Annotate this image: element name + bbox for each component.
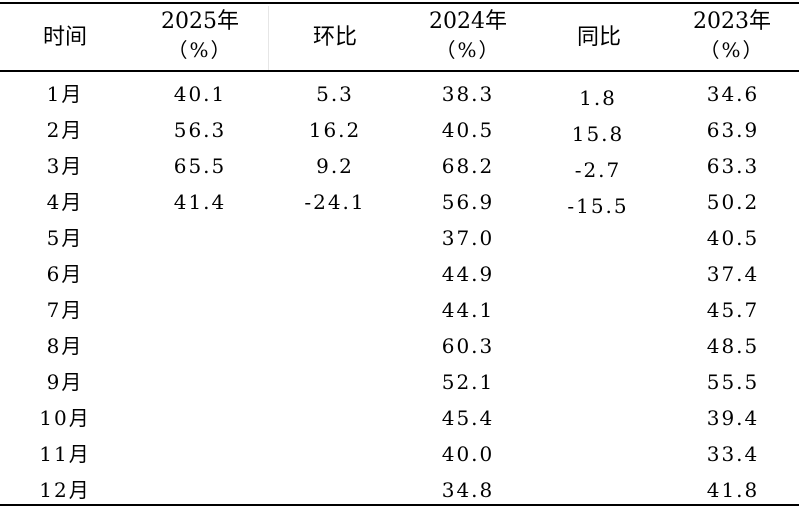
cell-month: 2月	[46, 118, 84, 142]
cell-v2024: 40.0	[441, 442, 495, 466]
cell-month: 1月	[46, 82, 84, 106]
header-2025: 2025年 （%）	[150, 8, 250, 64]
header-mom-label: 环比	[312, 25, 357, 50]
header-2023-year: 2023年	[693, 9, 771, 34]
cell-v2024: 34.8	[441, 478, 495, 502]
header-mom: 环比	[290, 24, 380, 52]
cell-mom: 5.3	[316, 82, 354, 106]
cell-yoy: 1.8	[579, 86, 617, 110]
cell-mom: 9.2	[316, 154, 354, 178]
cell-month: 5月	[46, 226, 84, 250]
cell-v2024: 44.9	[441, 262, 495, 286]
cell-v2024: 52.1	[441, 370, 495, 394]
cell-mom: 16.2	[308, 118, 362, 142]
cell-yoy: 15.8	[571, 122, 625, 146]
cell-v2023: 48.5	[706, 334, 760, 358]
cell-v2023: 34.6	[706, 82, 760, 106]
cell-month: 10月	[39, 406, 91, 430]
cell-v2023: 37.4	[706, 262, 760, 286]
cell-month: 6月	[46, 262, 84, 286]
cell-v2024: 56.9	[441, 190, 495, 214]
table-bottom-rule	[0, 504, 799, 506]
cell-yoy: -15.5	[567, 194, 629, 218]
cell-v2023: 50.2	[706, 190, 760, 214]
cell-v2023: 41.8	[706, 478, 760, 502]
cell-v2024: 44.1	[441, 298, 495, 322]
cell-mom: -24.1	[304, 190, 366, 214]
header-yoy: 同比	[554, 24, 644, 52]
cell-month: 12月	[39, 478, 91, 502]
header-2024-unit: （%）	[435, 38, 501, 62]
cell-month: 7月	[46, 298, 84, 322]
header-2023: 2023年 （%）	[682, 8, 782, 64]
header-column-divider	[268, 6, 269, 70]
cell-v2024: 45.4	[441, 406, 495, 430]
cell-v2025: 40.1	[173, 82, 227, 106]
cell-month: 8月	[46, 334, 84, 358]
cell-v2023: 55.5	[706, 370, 760, 394]
cell-v2024: 40.5	[441, 118, 495, 142]
cell-v2024: 68.2	[441, 154, 495, 178]
cell-v2023: 40.5	[706, 226, 760, 250]
header-2025-year: 2025年	[161, 9, 239, 34]
cell-v2023: 63.9	[706, 118, 760, 142]
cell-v2024: 38.3	[441, 82, 495, 106]
cell-month: 3月	[46, 154, 84, 178]
cell-v2025: 65.5	[173, 154, 227, 178]
cell-v2024: 60.3	[441, 334, 495, 358]
cell-v2023: 39.4	[706, 406, 760, 430]
cell-v2023: 63.3	[706, 154, 760, 178]
cell-month: 4月	[46, 190, 84, 214]
header-time: 时间	[20, 24, 110, 52]
header-yoy-label: 同比	[576, 25, 621, 50]
cell-yoy: -2.7	[574, 158, 622, 182]
cell-month: 11月	[39, 442, 91, 466]
header-time-label: 时间	[42, 25, 87, 50]
cell-v2023: 33.4	[706, 442, 760, 466]
header-2024: 2024年 （%）	[418, 8, 518, 64]
cell-v2023: 45.7	[706, 298, 760, 322]
cell-v2025: 56.3	[173, 118, 227, 142]
header-2023-unit: （%）	[699, 38, 765, 62]
header-2025-unit: （%）	[167, 38, 233, 62]
cell-month: 9月	[46, 370, 84, 394]
table-header-rule	[0, 70, 799, 72]
table-top-rule	[0, 2, 799, 4]
cell-v2025: 41.4	[173, 190, 227, 214]
cell-v2024: 37.0	[441, 226, 495, 250]
header-2024-year: 2024年	[429, 9, 507, 34]
